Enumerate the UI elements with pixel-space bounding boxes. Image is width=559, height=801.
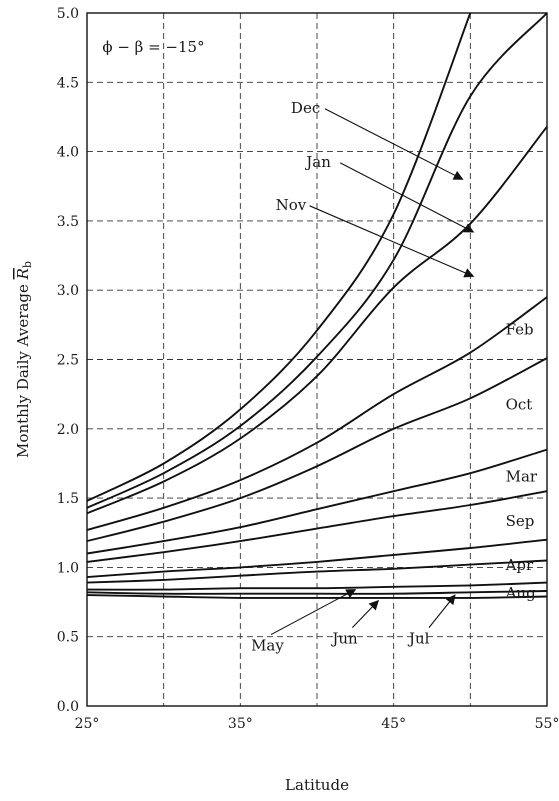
series-label-may: May	[251, 637, 284, 655]
x-tick-labels: 25° 35° 45° 55°	[75, 716, 559, 732]
series-line-apr	[86, 538, 548, 579]
arrow-may	[270, 589, 357, 636]
series-line-jan	[86, 12, 548, 509]
series-label-oct: Oct	[506, 395, 533, 413]
x-tick-label: 35°	[228, 716, 253, 732]
x-axis-label: Latitude	[285, 776, 349, 794]
arrow-jun	[351, 599, 380, 629]
series-label-feb: Feb	[506, 321, 534, 339]
y-tick-label: 1.5	[57, 491, 79, 507]
arrow-jan	[340, 162, 475, 233]
y-axis-label-subscript: b	[21, 261, 34, 268]
y-axis-label: Monthly Daily Average Rb	[14, 261, 34, 458]
series-line-feb	[86, 296, 548, 531]
series-label-jan: Jan	[304, 153, 331, 171]
x-tick-label: 55°	[535, 716, 559, 732]
series-label-aug: Aug	[505, 584, 536, 602]
y-tick-label: 1.0	[57, 560, 79, 576]
y-tick-label: 4.0	[57, 145, 79, 161]
x-tick-label: 25°	[75, 716, 100, 732]
y-tick-label: 4.5	[57, 75, 79, 91]
y-tick-label: 3.0	[57, 283, 79, 299]
series-label-sep: Sep	[506, 512, 535, 530]
series-label-dec: Dec	[291, 99, 320, 117]
arrow-dec	[324, 108, 464, 180]
series-label-nov: Nov	[276, 196, 307, 214]
y-tick-label: 0.0	[57, 699, 79, 715]
series-line-oct	[86, 357, 548, 543]
label-arrows	[270, 108, 475, 636]
series-lines	[86, 12, 548, 599]
arrow-jul	[428, 594, 456, 628]
series-line-may	[86, 581, 548, 591]
y-axis-label-symbol: R	[14, 268, 32, 280]
series-line-aug	[86, 559, 548, 584]
y-tick-label: 5.0	[57, 6, 79, 22]
y-axis-label-main: Monthly Daily Average	[14, 279, 32, 458]
series-labels: Dec Jan Nov Feb Oct Mar Sep Apr Aug May Jun Jul	[251, 99, 538, 655]
y-tick-label: 2.0	[57, 422, 79, 438]
series-line-mar	[86, 448, 548, 555]
series-line-dec	[86, 12, 472, 502]
grid	[87, 13, 547, 706]
y-tick-label: 2.5	[57, 353, 79, 369]
plot-frame	[86, 12, 548, 707]
y-tick-label: 0.5	[57, 630, 79, 646]
x-tick-label: 45°	[381, 716, 406, 732]
series-label-mar: Mar	[506, 467, 538, 485]
series-label-jun: Jun	[330, 630, 358, 648]
y-tick-label: 3.5	[57, 214, 79, 230]
arrow-nov	[309, 205, 475, 278]
series-label-jul: Jul	[407, 630, 430, 648]
series-line-sep	[86, 490, 548, 563]
series-line-nov	[86, 126, 548, 515]
series-line-jun	[86, 594, 548, 599]
y-tick-labels: 0.0 0.5 1.0 1.5 2.0 2.5 3.0 3.5 4.0 4.5 5.0	[57, 6, 79, 715]
series-line-jul	[86, 590, 548, 595]
series-label-apr: Apr	[505, 556, 534, 574]
annotation: ϕ − β = −15°	[102, 38, 204, 56]
